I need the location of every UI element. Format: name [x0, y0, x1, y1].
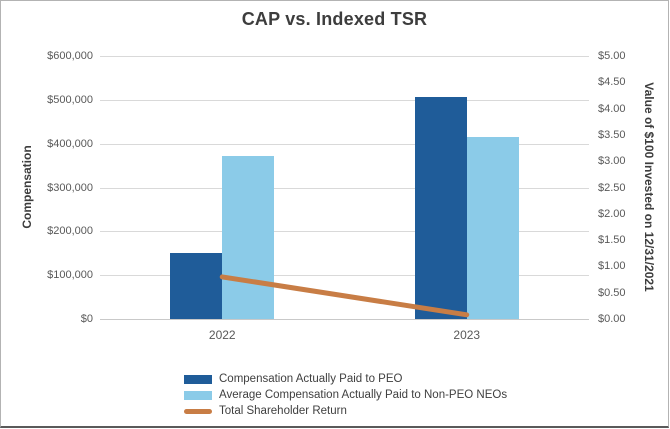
legend-item-nonpeo-cap: Average Compensation Actually Paid to No… — [184, 389, 507, 401]
right-axis-tick: $1.50 — [598, 234, 626, 247]
legend-item-peo-cap: Compensation Actually Paid to PEO — [184, 373, 507, 385]
right-axis-tick: $2.50 — [598, 181, 626, 194]
legend-label-peo-cap: Compensation Actually Paid to PEO — [219, 373, 403, 385]
peo-bar-swatch-icon — [184, 374, 212, 384]
left-axis-tick: $400,000 — [47, 137, 93, 150]
legend: Compensation Actually Paid to PEO Averag… — [184, 373, 507, 417]
right-axis-title: Value of $100 Invested on 12/31/2021 — [642, 82, 656, 292]
left-axis-tick: $0 — [80, 313, 93, 325]
legend-item-tsr: Total Shareholder Return — [184, 405, 507, 417]
gridline — [100, 99, 589, 101]
x-axis-label-2022: 2022 — [208, 328, 236, 342]
legend-label-tsr: Total Shareholder Return — [219, 405, 347, 417]
bar-peo-2022 — [170, 253, 223, 319]
left-axis-tick: $300,000 — [47, 181, 93, 194]
bar-nonpeo-2022 — [222, 155, 275, 319]
bar-peo-2023 — [414, 96, 467, 319]
gridline — [100, 231, 589, 233]
right-axis-tick: $4.00 — [598, 102, 626, 115]
right-axis-tick: $4.50 — [598, 76, 626, 89]
tsr-line-swatch-icon — [184, 408, 212, 414]
bar-nonpeo-2023 — [466, 137, 519, 319]
gridline — [100, 187, 589, 189]
right-axis-tick: $3.00 — [598, 155, 626, 168]
gridline-baseline — [100, 319, 589, 320]
plot-area — [100, 56, 589, 320]
gridline — [100, 143, 589, 145]
chart-title: CAP vs. Indexed TSR — [241, 9, 428, 29]
right-axis-tick: $0.50 — [598, 286, 626, 299]
nonpeo-bar-swatch-icon — [184, 390, 212, 400]
gridline — [100, 56, 589, 57]
legend-label-nonpeo-cap: Average Compensation Actually Paid to No… — [219, 389, 508, 401]
tsr-line-path — [219, 274, 470, 318]
right-axis-tick: $1.00 — [598, 260, 626, 273]
right-axis-tick: $5.00 — [598, 50, 626, 62]
tsr-line — [219, 274, 470, 318]
left-axis-tick: $100,000 — [47, 269, 93, 282]
x-axis-label-2023: 2023 — [453, 328, 481, 342]
gridline — [100, 275, 589, 277]
right-axis-tick: $3.50 — [598, 128, 626, 141]
left-axis-tick: $500,000 — [47, 93, 93, 106]
right-axis-tick: $0.00 — [598, 313, 626, 325]
right-axis-tick: $2.00 — [598, 207, 626, 220]
left-axis-tick: $600,000 — [47, 50, 93, 62]
left-axis-tick: $200,000 — [47, 225, 93, 238]
